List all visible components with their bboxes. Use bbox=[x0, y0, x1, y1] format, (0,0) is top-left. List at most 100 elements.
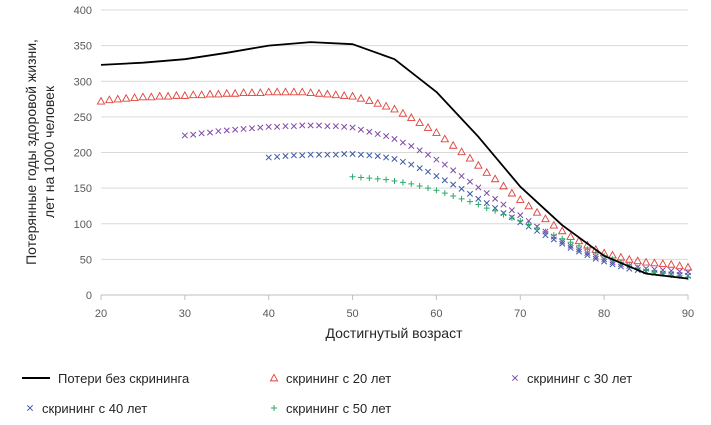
data-point bbox=[96, 96, 106, 105]
data-point bbox=[188, 90, 198, 99]
y-tick-label: 50 bbox=[80, 254, 92, 266]
data-point bbox=[483, 205, 490, 212]
y-tick-label: 400 bbox=[74, 5, 92, 17]
series-4 bbox=[349, 173, 691, 281]
data-point bbox=[180, 90, 190, 99]
data-point bbox=[408, 143, 415, 150]
data-point bbox=[433, 172, 440, 180]
data-point bbox=[374, 153, 381, 160]
data-point bbox=[197, 90, 206, 99]
data-point bbox=[592, 255, 599, 262]
data-point bbox=[239, 88, 248, 96]
x-tick-label: 20 bbox=[95, 308, 107, 320]
data-point bbox=[466, 190, 474, 197]
data-point bbox=[366, 128, 373, 135]
legend-label: скрининг с 40 лет bbox=[42, 401, 147, 416]
data-point bbox=[433, 187, 440, 194]
data-point bbox=[457, 147, 466, 156]
data-point bbox=[315, 151, 323, 158]
data-point bbox=[549, 220, 559, 229]
data-point bbox=[550, 232, 557, 239]
data-point bbox=[458, 172, 465, 180]
x-axis-title: Достигнутый возраст bbox=[326, 325, 464, 341]
legend-label: скрининг с 20 лет bbox=[286, 371, 391, 386]
data-point bbox=[575, 242, 582, 249]
data-point bbox=[290, 123, 297, 130]
data-point bbox=[542, 228, 549, 235]
data-point bbox=[416, 165, 423, 172]
legend-swatch bbox=[269, 373, 279, 382]
data-point bbox=[584, 246, 591, 253]
data-point bbox=[650, 258, 659, 267]
data-point bbox=[324, 151, 331, 158]
data-point bbox=[601, 256, 608, 263]
data-point bbox=[473, 160, 483, 169]
data-point bbox=[230, 88, 240, 97]
data-point bbox=[349, 173, 356, 180]
data-point bbox=[190, 131, 197, 138]
data-point bbox=[399, 158, 406, 165]
data-point bbox=[685, 274, 691, 281]
data-point bbox=[592, 253, 599, 260]
data-point bbox=[206, 129, 214, 136]
data-point bbox=[458, 195, 465, 202]
y-axis-title-line1: Потерянные годы здоровой жизни, bbox=[23, 39, 39, 265]
data-point bbox=[441, 190, 448, 197]
data-point bbox=[406, 113, 416, 121]
legend-item-3: скрининг с 40 лет bbox=[26, 401, 147, 416]
y-tick-label: 300 bbox=[74, 76, 92, 88]
data-point bbox=[146, 92, 156, 101]
data-point bbox=[683, 262, 693, 271]
data-point bbox=[466, 178, 474, 185]
data-point bbox=[274, 123, 281, 130]
data-point bbox=[113, 94, 123, 103]
data-point bbox=[567, 244, 574, 252]
data-point bbox=[482, 167, 492, 176]
y-tick-label: 150 bbox=[74, 183, 92, 195]
data-point bbox=[105, 95, 114, 104]
data-point bbox=[567, 242, 574, 249]
data-point bbox=[364, 95, 374, 104]
data-point bbox=[450, 192, 457, 199]
data-point bbox=[567, 239, 574, 246]
data-point bbox=[492, 195, 499, 202]
data-point bbox=[507, 188, 517, 197]
data-point bbox=[290, 152, 297, 159]
data-point bbox=[517, 212, 524, 219]
x-tick-label: 40 bbox=[263, 308, 275, 320]
data-point bbox=[399, 179, 406, 186]
data-point bbox=[475, 195, 482, 202]
data-point bbox=[265, 154, 272, 161]
series-0 bbox=[100, 41, 689, 280]
data-point bbox=[357, 174, 364, 181]
data-point bbox=[609, 261, 616, 268]
data-point bbox=[356, 93, 366, 102]
data-point bbox=[247, 88, 257, 96]
data-point bbox=[299, 122, 306, 129]
data-point bbox=[675, 261, 684, 270]
data-point bbox=[541, 214, 550, 223]
legend-swatch bbox=[511, 374, 519, 382]
data-point bbox=[550, 236, 557, 243]
data-point bbox=[408, 161, 415, 168]
data-point bbox=[257, 124, 264, 131]
data-point bbox=[666, 259, 676, 268]
data-point bbox=[415, 118, 425, 126]
data-point bbox=[508, 215, 515, 222]
data-point bbox=[373, 98, 383, 107]
data-point bbox=[366, 152, 373, 159]
data-point bbox=[592, 249, 599, 256]
series-1 bbox=[96, 87, 693, 271]
data-point bbox=[391, 135, 398, 143]
data-point bbox=[440, 134, 450, 143]
data-point bbox=[441, 177, 448, 184]
x-tick-label: 60 bbox=[430, 308, 442, 320]
data-point bbox=[314, 88, 324, 97]
legend: Потери без скрининга скрининг с 20 лет скр… bbox=[22, 371, 632, 416]
data-point bbox=[534, 225, 541, 232]
data-point bbox=[181, 132, 188, 139]
data-point bbox=[323, 89, 332, 98]
data-point bbox=[584, 252, 591, 259]
data-point bbox=[423, 123, 433, 131]
y-tick-label: 350 bbox=[74, 41, 92, 53]
